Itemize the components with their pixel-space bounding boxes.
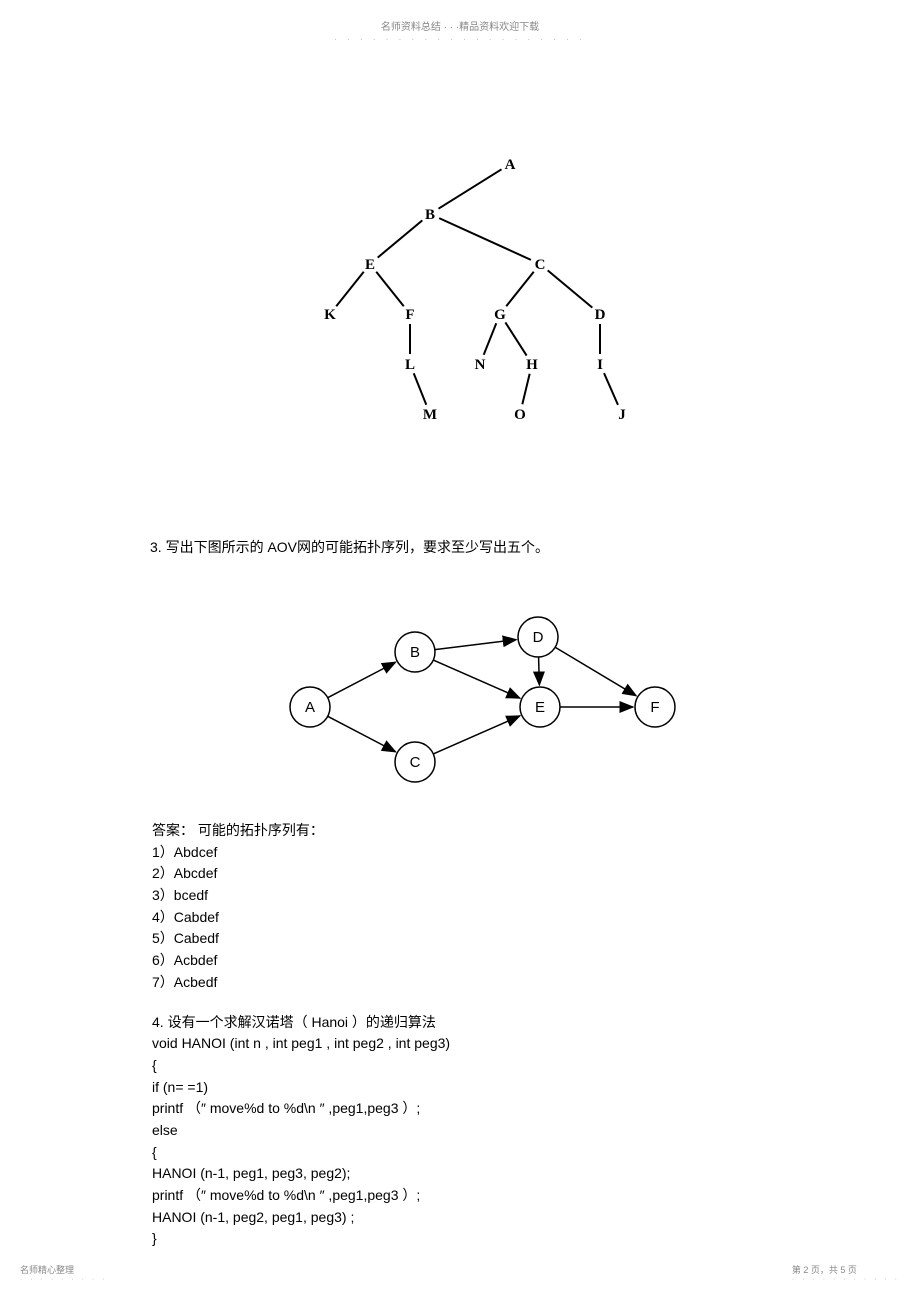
svg-text:A: A bbox=[305, 699, 315, 716]
svg-text:B: B bbox=[425, 207, 435, 223]
answer-title: 答案： 可能的拓扑序列有： bbox=[152, 820, 920, 842]
svg-text:F: F bbox=[405, 307, 414, 323]
svg-text:C: C bbox=[410, 754, 421, 771]
svg-text:F: F bbox=[650, 699, 659, 716]
svg-text:G: G bbox=[494, 307, 506, 323]
code-line-4: printf （″ move%d to %d\n ″ ,peg1,peg3 ）; bbox=[152, 1098, 920, 1120]
svg-text:L: L bbox=[405, 357, 415, 373]
footer-right: 第 2 页，共 5 页 · · · · · · · · · · · bbox=[792, 1263, 900, 1283]
footer-left: 名师精心整理 · · · · · · · · · bbox=[20, 1263, 108, 1283]
svg-text:J: J bbox=[618, 407, 626, 423]
header-dots: · · · · · · · · · · · · · · · · · · · · bbox=[0, 35, 920, 44]
svg-text:C: C bbox=[535, 257, 546, 273]
code-section: 4. 设有一个求解汉诺塔（ Hanoi ）的递归算法 void HANOI (i… bbox=[152, 1012, 920, 1251]
header-text: 名师资料总结 · · ·精品资料欢迎下载 bbox=[381, 22, 539, 33]
footer-right-text: 第 2 页，共 5 页 bbox=[792, 1265, 857, 1275]
answer-item-5: 5）Cabedf bbox=[152, 928, 920, 950]
code-line-0: 4. 设有一个求解汉诺塔（ Hanoi ）的递归算法 bbox=[152, 1012, 920, 1034]
code-line-3: if (n= =1) bbox=[152, 1077, 920, 1099]
aov-graph: A B C D E F bbox=[260, 587, 660, 800]
code-line-8: printf （″ move%d to %d\n ″ ,peg1,peg3 ）; bbox=[152, 1185, 920, 1207]
svg-text:H: H bbox=[526, 357, 538, 373]
svg-text:K: K bbox=[324, 307, 336, 323]
answer-item-1: 1）Abdcef bbox=[152, 842, 920, 864]
svg-text:B: B bbox=[410, 644, 420, 661]
question-3: 3. 写出下图所示的 AOV网的可能拓扑序列，要求至少写出五个。 bbox=[150, 537, 920, 557]
footer-left-dots: · · · · · · · · · bbox=[20, 1276, 108, 1283]
code-line-6: { bbox=[152, 1142, 920, 1164]
svg-text:I: I bbox=[597, 357, 603, 373]
question3-text: 3. 写出下图所示的 AOV网的可能拓扑序列，要求至少写出五个。 bbox=[150, 539, 549, 555]
svg-text:E: E bbox=[535, 699, 545, 716]
answer-item-6: 6）Acbdef bbox=[152, 950, 920, 972]
code-line-10: } bbox=[152, 1228, 920, 1250]
answer-item-2: 2）Abcdef bbox=[152, 863, 920, 885]
svg-text:D: D bbox=[595, 307, 606, 323]
svg-text:D: D bbox=[533, 629, 544, 646]
code-line-1: void HANOI (int n , int peg1 , int peg2 … bbox=[152, 1033, 920, 1055]
svg-text:E: E bbox=[365, 257, 375, 273]
svg-text:O: O bbox=[514, 407, 526, 423]
code-line-5: else bbox=[152, 1120, 920, 1142]
page-header: 名师资料总结 · · ·精品资料欢迎下载 · · · · · · · · · ·… bbox=[0, 0, 920, 44]
svg-text:N: N bbox=[475, 357, 486, 373]
answer-item-4: 4）Cabdef bbox=[152, 907, 920, 929]
code-line-9: HANOI (n-1, peg2, peg1, peg3) ; bbox=[152, 1207, 920, 1229]
code-line-2: { bbox=[152, 1055, 920, 1077]
svg-text:M: M bbox=[423, 407, 437, 423]
answer-section: 答案： 可能的拓扑序列有： 1）Abdcef 2）Abcdef 3）bcedf … bbox=[152, 820, 920, 994]
graph-svg: A B C D E F bbox=[260, 587, 690, 797]
tree-svg: A B E C K F G D L N H I M O J bbox=[280, 144, 660, 434]
answer-item-7: 7）Acbedf bbox=[152, 972, 920, 994]
tree-diagram: A B E C K F G D L N H I M O J bbox=[280, 144, 640, 437]
answer-item-3: 3）bcedf bbox=[152, 885, 920, 907]
code-line-7: HANOI (n-1, peg1, peg3, peg2); bbox=[152, 1163, 920, 1185]
footer-right-dots: · · · · · · · · · · · bbox=[792, 1276, 900, 1283]
svg-text:A: A bbox=[505, 157, 516, 173]
footer-left-text: 名师精心整理 bbox=[20, 1265, 74, 1275]
